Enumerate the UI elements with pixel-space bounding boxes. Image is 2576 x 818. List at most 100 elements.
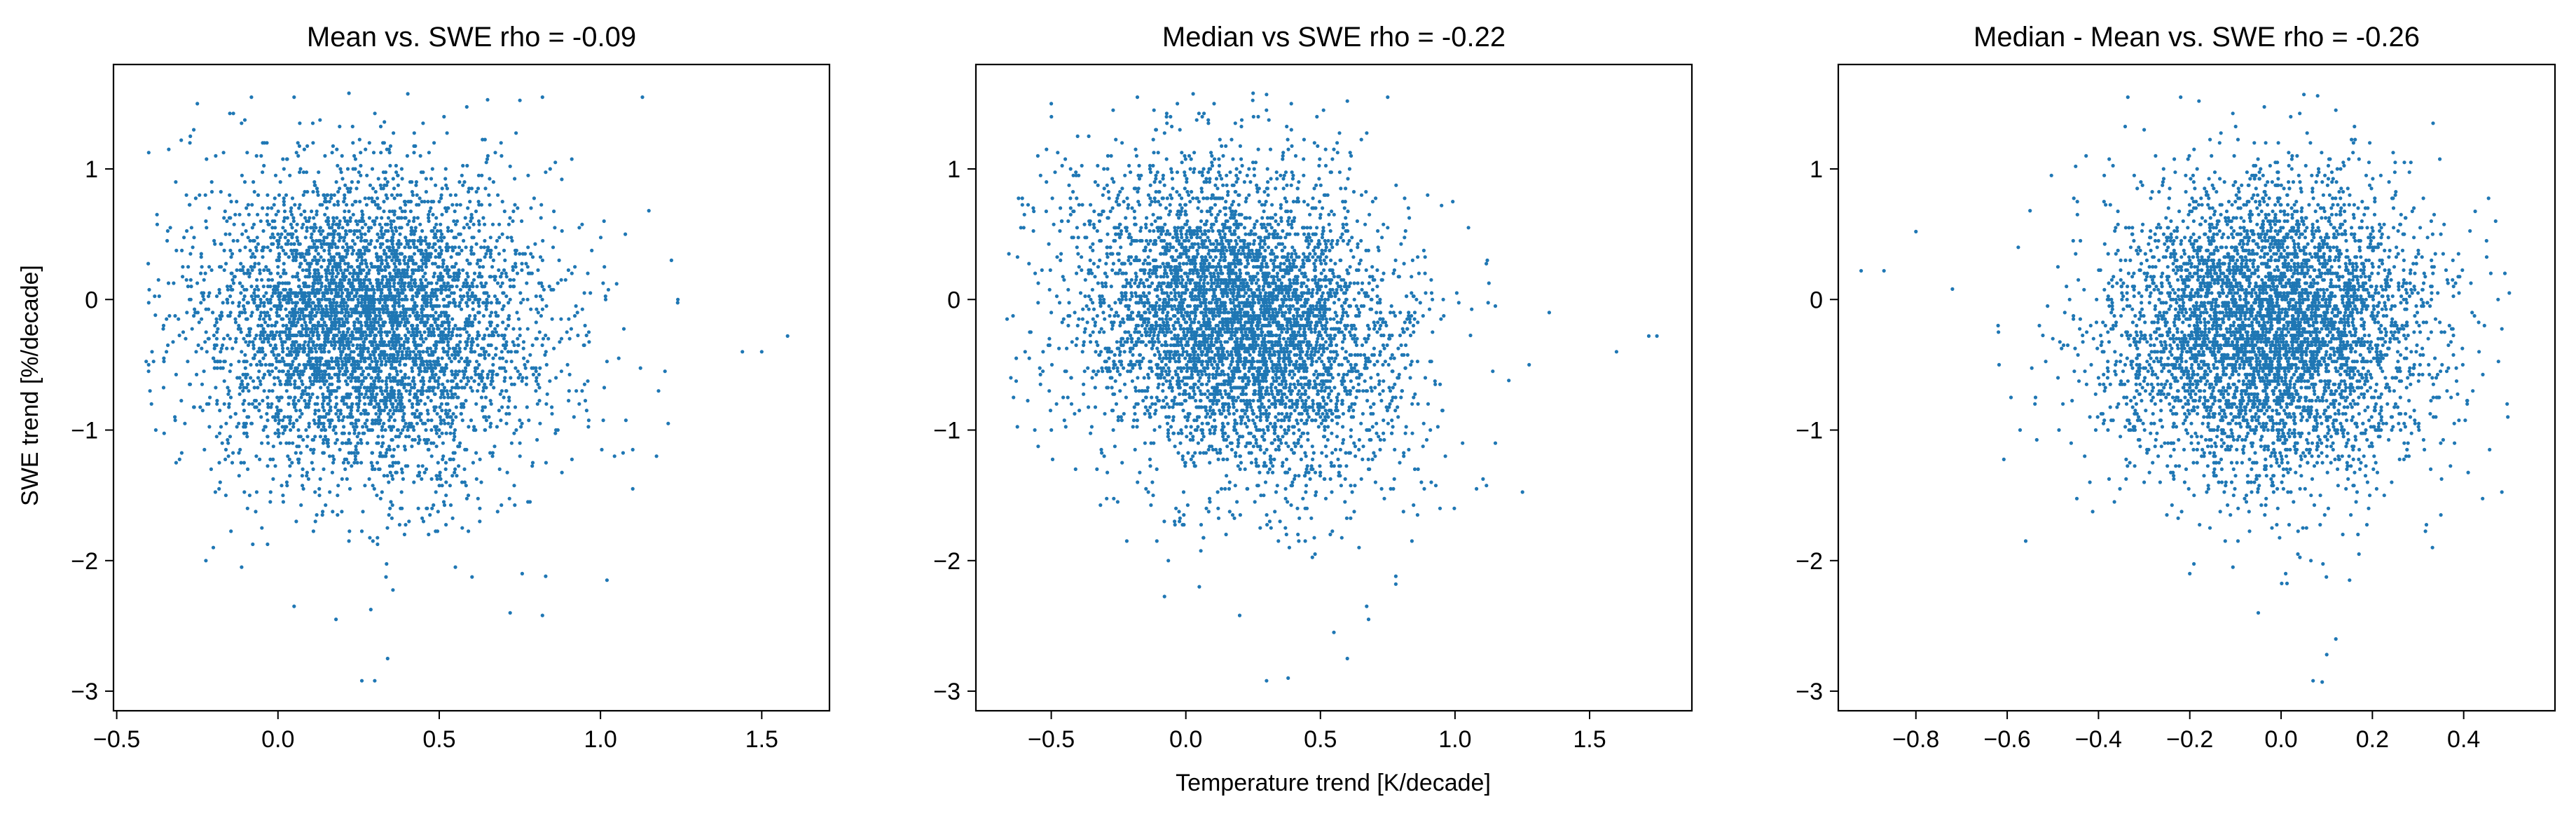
scatter-point — [376, 421, 380, 425]
scatter-point — [394, 229, 399, 233]
scatter-point — [514, 131, 518, 135]
scatter-point — [462, 467, 467, 472]
scatter-point — [554, 428, 558, 432]
scatter-point — [153, 313, 158, 318]
scatter-point — [565, 330, 569, 334]
scatter-point — [359, 441, 364, 445]
scatter-point — [228, 248, 233, 252]
scatter-point — [392, 418, 397, 423]
scatter-point — [456, 444, 460, 449]
scatter-point — [458, 301, 462, 305]
scatter-point — [318, 477, 322, 482]
scatter-point — [190, 327, 194, 331]
scatter-point — [379, 258, 383, 262]
scatter-point — [485, 245, 490, 250]
scatter-point — [303, 405, 308, 409]
scatter-point — [347, 539, 351, 543]
scatter-point — [371, 151, 376, 155]
scatter-point — [602, 219, 606, 224]
scatter-point — [310, 287, 315, 292]
scatter-point — [228, 336, 232, 341]
scatter-point — [357, 265, 361, 269]
scatter-point — [488, 203, 492, 207]
scatter-point — [485, 372, 490, 377]
scatter-point — [418, 238, 423, 243]
scatter-point — [324, 314, 329, 318]
scatter-point — [452, 437, 456, 442]
scatter-point — [184, 336, 188, 341]
scatter-point — [337, 346, 341, 350]
scatter-point — [295, 222, 299, 226]
scatter-point — [371, 464, 375, 468]
scatter-point — [348, 219, 352, 224]
scatter-point — [541, 336, 546, 341]
scatter-point — [386, 229, 390, 233]
scatter-point — [223, 447, 228, 452]
scatter-point — [439, 236, 443, 240]
scatter-point — [343, 196, 347, 200]
scatter-point — [413, 268, 418, 272]
scatter-point — [247, 340, 252, 344]
scatter-point — [155, 222, 159, 226]
scatter-point — [567, 317, 571, 321]
scatter-point — [165, 229, 170, 233]
scatter-point — [347, 360, 351, 364]
scatter-point — [520, 219, 524, 224]
scatter-point — [432, 275, 436, 279]
scatter-point — [240, 565, 244, 569]
scatter-point — [426, 255, 430, 259]
scatter-point — [226, 392, 230, 396]
scatter-point — [384, 575, 388, 579]
scatter-point — [242, 409, 246, 413]
scatter-point — [177, 333, 181, 338]
scatter-point — [405, 154, 410, 158]
scatter-point — [383, 183, 387, 187]
scatter-point — [276, 209, 280, 214]
scatter-point — [306, 314, 311, 318]
scatter-point — [548, 167, 552, 171]
scatter-point — [207, 291, 212, 295]
scatter-point — [347, 91, 351, 95]
scatter-point — [287, 297, 291, 301]
scatter-point — [404, 356, 408, 360]
scatter-point — [377, 369, 381, 374]
scatter-point — [374, 252, 379, 256]
scatter-point — [572, 314, 577, 318]
scatter-point — [369, 281, 373, 285]
scatter-point — [375, 493, 379, 498]
scatter-point — [403, 216, 407, 220]
scatter-point — [286, 362, 291, 367]
scatter-point — [281, 350, 285, 354]
scatter-point — [276, 265, 280, 269]
scatter-point — [166, 281, 171, 285]
scatter-point — [399, 311, 403, 315]
scatter-point — [392, 219, 396, 224]
scatter-point — [262, 163, 266, 168]
scatter-point — [328, 392, 332, 396]
scatter-point — [249, 285, 254, 289]
scatter-point — [411, 294, 415, 299]
scatter-point — [464, 245, 468, 250]
scatter-point — [144, 360, 149, 364]
scatter-point — [357, 389, 361, 393]
scatter-point — [294, 340, 298, 344]
scatter-point — [242, 294, 247, 299]
scatter-point — [404, 350, 409, 354]
scatter-point — [394, 399, 398, 403]
scatter-point — [270, 369, 275, 374]
scatter-point — [452, 219, 456, 224]
scatter-point — [400, 287, 404, 292]
scatter-point — [419, 242, 423, 246]
scatter-point — [493, 278, 497, 282]
scatter-point — [434, 444, 439, 449]
scatter-point — [261, 285, 266, 289]
scatter-point — [469, 386, 473, 390]
scatter-point — [318, 362, 322, 367]
scatter-point — [331, 297, 336, 301]
scatter-point — [340, 226, 345, 230]
scatter-point — [340, 418, 345, 423]
scatter-point — [440, 340, 444, 344]
scatter-point — [256, 193, 260, 197]
scatter-point — [527, 418, 531, 423]
scatter-point — [298, 121, 302, 125]
